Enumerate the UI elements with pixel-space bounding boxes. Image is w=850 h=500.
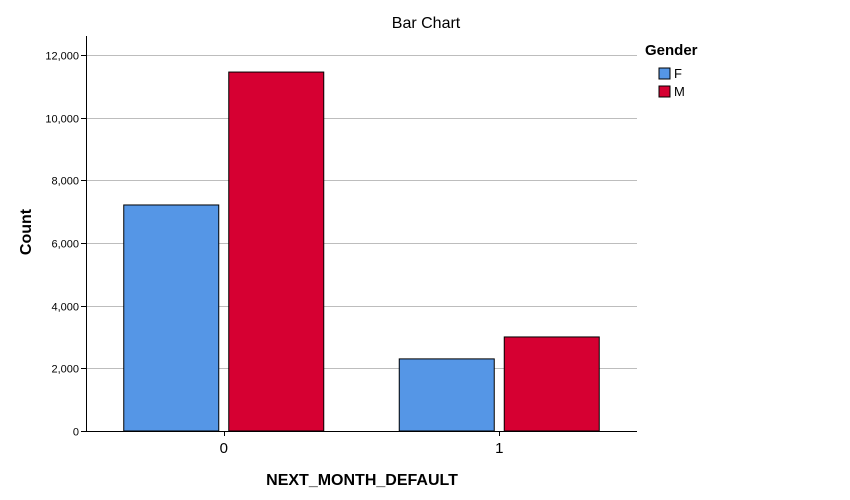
bar-f-1	[398, 358, 495, 432]
legend-title: Gender	[645, 42, 698, 59]
y-axis-title: Count	[18, 208, 35, 255]
tick-labels: 0 2,000 4,000 6,000 8,000 10,000 12,000 0 1	[45, 51, 503, 458]
y-tick-label: 2,000	[51, 364, 79, 376]
axes	[86, 36, 637, 432]
chart-title: Bar Chart	[392, 15, 461, 32]
x-tick-label: 1	[495, 440, 503, 457]
y-tick-label: 4,000	[51, 302, 79, 314]
bar-m-0	[228, 71, 325, 432]
legend-swatch-f	[658, 67, 671, 80]
y-tick-label: 12,000	[45, 51, 79, 63]
y-tick-label: 0	[73, 427, 79, 439]
legend-swatch-m	[658, 85, 671, 98]
legend-items: FM	[658, 66, 685, 99]
bars	[123, 71, 600, 432]
x-axis-title: NEXT_MONTH_DEFAULT	[266, 472, 458, 489]
y-tick-label: 6,000	[51, 239, 79, 251]
bar-f-0	[123, 204, 220, 432]
legend-label-m: M	[674, 84, 685, 99]
y-tick-label: 10,000	[45, 114, 79, 126]
legend-label-f: F	[674, 66, 682, 81]
y-tick-label: 8,000	[51, 176, 79, 188]
x-tick-label: 0	[220, 440, 228, 457]
bar-m-1	[503, 336, 600, 432]
legend: Gender FM	[645, 42, 698, 99]
